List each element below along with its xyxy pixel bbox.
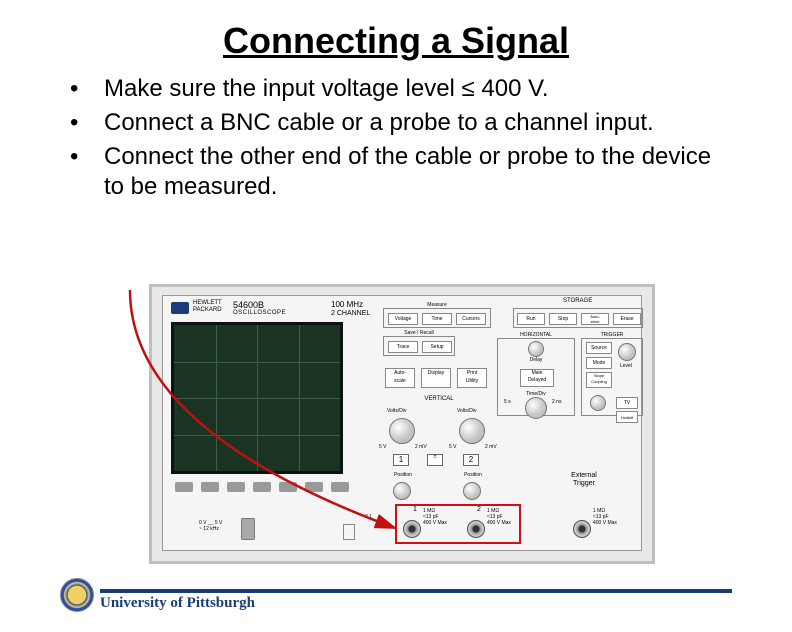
- bullet-mark: •: [70, 108, 92, 138]
- voltsdiv-label-2: Volts/Div: [457, 408, 476, 414]
- softkey: [279, 482, 297, 492]
- position-knob-2: [463, 482, 481, 500]
- slope-button: Slope Coupling: [586, 372, 612, 388]
- holdoff-knob: [590, 395, 606, 411]
- print-button: Print Utility: [457, 368, 487, 388]
- source-button: Source: [586, 342, 612, 354]
- 5v-label-2: 5 V: [449, 444, 457, 450]
- 2ns-label: 2 ns: [552, 399, 561, 405]
- level-knob: [618, 343, 636, 361]
- autoscale-button: Auto- scale: [385, 368, 415, 388]
- 2mv-label-1: 2 mV: [415, 444, 427, 450]
- softkey: [253, 482, 271, 492]
- erase-button: Erase: [613, 313, 641, 325]
- voltage-button: Voltage: [388, 313, 418, 325]
- bullet-item: • Connect a BNC cable or a probe to a ch…: [70, 108, 722, 138]
- run-button: Run: [517, 313, 545, 325]
- ch1-indicator: 1: [393, 454, 409, 466]
- position-label-2: Position: [453, 472, 493, 478]
- type-label: OSCILLOSCOPE: [233, 310, 286, 316]
- oscilloscope-panel: HEWLETT PACKARD 54600B OSCILLOSCOPE 100 …: [162, 295, 642, 551]
- footer: University of Pittsburgh: [60, 589, 732, 612]
- horizontal-label: HORIZONTAL: [517, 332, 555, 338]
- bullet-mark: •: [70, 142, 92, 202]
- main-delayed-button: Main Delayed: [520, 369, 554, 387]
- 2mv-label-2: 2 mV: [485, 444, 497, 450]
- channels-label: 2 CHANNEL: [331, 310, 370, 317]
- ch-toggle: ±: [427, 454, 443, 466]
- holdoff-button: Holdoff: [616, 411, 638, 423]
- bullet-mark: •: [70, 74, 92, 104]
- trigger-label: TRIGGER: [598, 332, 627, 338]
- mode-button: Mode: [586, 357, 612, 369]
- ground-terminal: [343, 524, 355, 540]
- brand-label: HEWLETT PACKARD: [193, 300, 222, 314]
- softkey: [201, 482, 219, 492]
- storage-label: STORAGE: [563, 298, 592, 304]
- ext-spec-label: 1 MΩ ≈13 pF 400 V Max: [593, 508, 617, 526]
- footer-rule: [100, 589, 732, 593]
- position-label: Position: [383, 472, 423, 478]
- delay-knob: [528, 341, 544, 357]
- footer-text: University of Pittsburgh: [100, 595, 732, 612]
- measure-label: Measure: [424, 302, 449, 308]
- vertical-label: VERTICAL: [399, 396, 479, 402]
- ch2-indicator: 2: [463, 454, 479, 466]
- bullet-list: • Make sure the input voltage level ≤ 40…: [70, 74, 722, 202]
- setup-button: Setup: [422, 341, 452, 353]
- trace-button: Trace: [388, 341, 418, 353]
- storage-group: Run Stop Auto- store Erase: [513, 308, 643, 328]
- cal-label: 0 1: [365, 514, 372, 520]
- model-label: 54600B: [233, 300, 264, 310]
- delay-label: Delay: [498, 357, 574, 363]
- softkey: [331, 482, 349, 492]
- volts-knob-1: [389, 418, 415, 444]
- level-label: Level: [620, 363, 632, 369]
- crt-screen: [171, 322, 343, 474]
- save-recall-group: Save / Recall Trace Setup: [383, 336, 455, 356]
- softkey: [305, 482, 323, 492]
- power-switch: [241, 518, 255, 540]
- oscilloscope-figure: HEWLETT PACKARD 54600B OSCILLOSCOPE 100 …: [149, 284, 655, 564]
- bnc-ext-trigger: [573, 520, 591, 538]
- time-button: Time: [422, 313, 452, 325]
- oscilloscope-case: HEWLETT PACKARD 54600B OSCILLOSCOPE 100 …: [149, 284, 655, 564]
- slide-title: Connecting a Signal: [0, 20, 792, 62]
- save-recall-label: Save / Recall: [401, 330, 436, 336]
- ext-trig-label: External Trigger: [559, 472, 609, 488]
- intensity-label: 0 V __ 5 V ~ 12 kHz: [199, 520, 222, 532]
- channel-input-highlight: [395, 504, 521, 544]
- bullet-item: • Make sure the input voltage level ≤ 40…: [70, 74, 722, 104]
- bullet-text: Connect the other end of the cable or pr…: [92, 142, 722, 202]
- 5v-label-1: 5 V: [379, 444, 387, 450]
- bullet-text: Make sure the input voltage level ≤ 400 …: [92, 74, 722, 104]
- autostore-button: Auto- store: [581, 313, 609, 325]
- position-knob-1: [393, 482, 411, 500]
- 5s-label: 5 s: [504, 399, 511, 405]
- voltsdiv-label-1: Volts/Div: [387, 408, 406, 414]
- softkey: [227, 482, 245, 492]
- bullet-item: • Connect the other end of the cable or …: [70, 142, 722, 202]
- timediv-knob: [525, 397, 547, 419]
- softkey: [175, 482, 193, 492]
- tv-button: TV: [616, 397, 638, 409]
- stop-button: Stop: [549, 313, 577, 325]
- measure-group: Measure Voltage Time Cursors: [383, 308, 491, 328]
- volts-knob-2: [459, 418, 485, 444]
- cursors-button: Cursors: [456, 313, 486, 325]
- horizontal-group: HORIZONTAL Main Delayed Delay Time/Div 5…: [497, 338, 575, 416]
- hp-logo-icon: [171, 302, 189, 314]
- trigger-group: TRIGGER Source Mode Slope Coupling TV Ho…: [581, 338, 643, 416]
- bandwidth-label: 100 MHz: [331, 300, 363, 309]
- display-button: Display: [421, 368, 451, 388]
- bullet-text: Connect a BNC cable or a probe to a chan…: [92, 108, 722, 138]
